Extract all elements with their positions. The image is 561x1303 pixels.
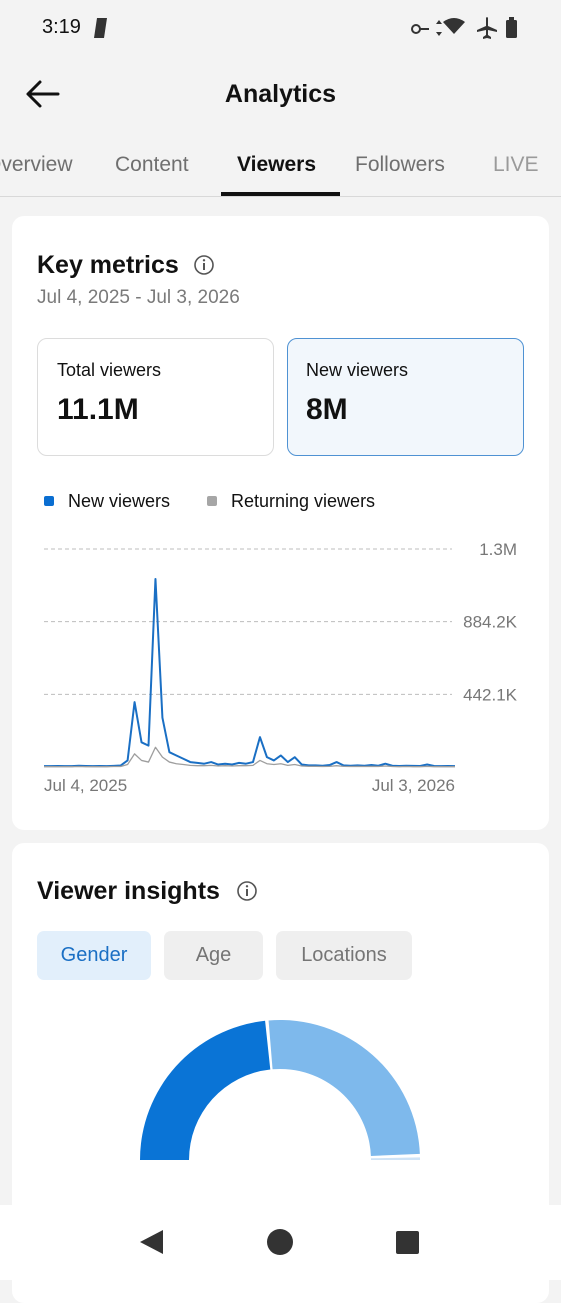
metric-card[interactable]	[37, 338, 274, 456]
info-icon[interactable]	[236, 880, 258, 902]
tab[interactable]: LIVE	[493, 153, 539, 176]
metric-label: Total viewers	[57, 360, 162, 380]
metric-card-selected[interactable]	[287, 338, 524, 456]
nav-home[interactable]	[267, 1229, 293, 1255]
insight-tab-active[interactable]: Gender	[37, 931, 151, 980]
section-title: Key metrics	[37, 251, 179, 279]
metric-label: New viewers	[306, 360, 409, 380]
nav-buttons	[140, 1229, 419, 1255]
insight-tab[interactable]: Age	[164, 931, 263, 980]
status-icons	[94, 17, 517, 39]
insight-tab[interactable]: Locations	[276, 931, 412, 980]
info-icon[interactable]	[193, 254, 215, 276]
nav-back[interactable]	[140, 1230, 163, 1254]
back-button[interactable]	[24, 78, 64, 110]
nav-recents[interactable]	[396, 1231, 419, 1254]
tab-indicator	[221, 192, 340, 196]
metric-value: 11.1M	[57, 393, 139, 426]
divider	[0, 196, 561, 197]
tab-active[interactable]: Viewers	[237, 153, 317, 176]
status-time: 3:19	[42, 16, 81, 38]
tab[interactable]: Overview	[0, 153, 73, 176]
metric-value: 8M	[306, 393, 348, 426]
tab[interactable]: Content	[115, 153, 189, 176]
tab[interactable]: Followers	[355, 153, 445, 176]
section-title: Viewer insights	[37, 877, 220, 905]
date-range: Jul 4, 2025 - Jul 3, 2026	[37, 287, 240, 308]
page-title: Analytics	[224, 80, 337, 108]
